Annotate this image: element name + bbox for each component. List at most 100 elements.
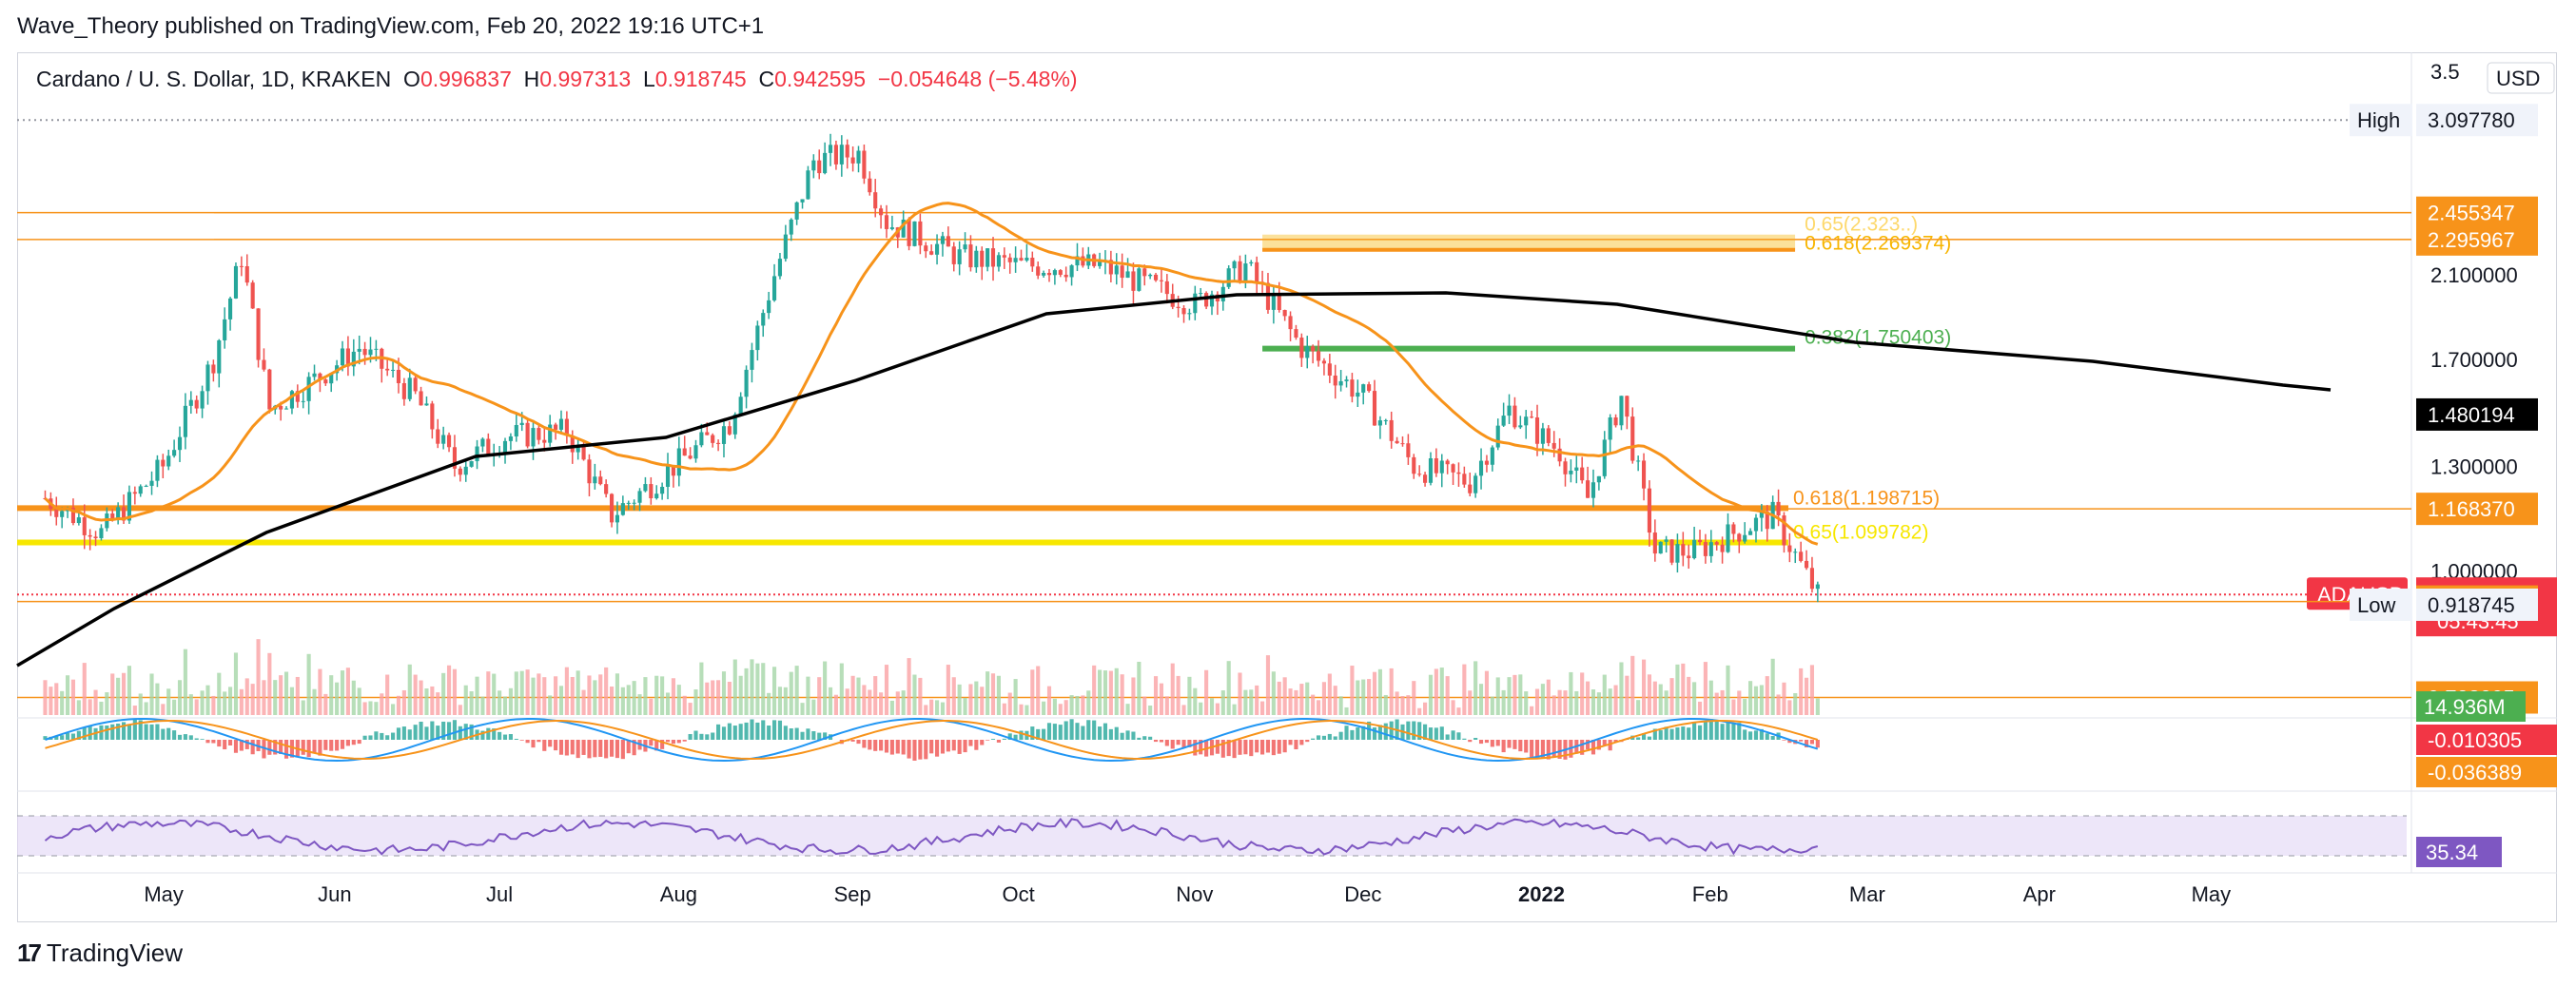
volume-bar — [1586, 681, 1590, 715]
candle-body — [1406, 443, 1411, 457]
volume-bar — [1708, 680, 1713, 715]
macd-histogram-bar — [223, 740, 227, 750]
volume-bar — [850, 675, 855, 715]
macd-histogram-bar — [1551, 740, 1556, 758]
candle-body — [1495, 425, 1500, 448]
chart-frame — [17, 52, 2557, 922]
rsi-axis-label: 35.34 — [2426, 841, 2478, 864]
macd-histogram-bar — [183, 734, 187, 740]
macd-histogram-bar — [1782, 740, 1786, 741]
volume-bar — [1120, 674, 1124, 715]
volume-bar — [1546, 679, 1551, 715]
macd-histogram-bar — [558, 740, 564, 755]
candle-body — [1445, 460, 1450, 465]
volume-bar — [711, 680, 715, 715]
macd-histogram-bar — [340, 740, 345, 749]
macd-histogram-bar — [789, 728, 793, 740]
volume-bar — [548, 695, 553, 715]
fib-level-label: 0.65(1.099782) — [1793, 522, 1928, 544]
candle-body — [1232, 261, 1237, 269]
macd-histogram-bar — [554, 740, 558, 751]
macd-histogram-bar — [918, 740, 923, 760]
candle-body — [1731, 524, 1736, 534]
volume-bar — [1720, 689, 1725, 715]
macd-histogram-bar — [587, 740, 592, 759]
candle-body — [620, 503, 625, 515]
volume-bar — [817, 677, 822, 715]
candle-body — [301, 400, 305, 402]
volume-bar — [1361, 679, 1366, 715]
candle-body — [1338, 380, 1343, 386]
candle-body — [172, 450, 177, 456]
volume-bar — [93, 689, 98, 715]
candle-body — [738, 397, 743, 415]
candle-body — [777, 259, 783, 277]
volume-bar — [1350, 666, 1355, 715]
candle-body — [800, 199, 805, 203]
macd-histogram-bar — [1787, 740, 1792, 744]
volume-bar — [1608, 688, 1612, 715]
macd-histogram-bar — [273, 740, 278, 755]
volume-bar — [542, 677, 547, 715]
volume-bar — [615, 673, 620, 715]
candle-body — [750, 350, 754, 370]
macd-histogram-bar — [732, 726, 737, 740]
volume-bar — [1030, 669, 1035, 715]
volume-bar — [632, 681, 636, 715]
candle-body — [542, 439, 547, 443]
volume-bar — [1445, 676, 1450, 715]
macd-histogram-bar — [1512, 740, 1517, 749]
volume-bar — [1255, 685, 1259, 715]
candle-body — [1030, 258, 1035, 267]
macd-histogram-bar — [357, 740, 361, 745]
volume-bar — [1726, 665, 1730, 715]
macd-histogram-bar — [1417, 722, 1422, 740]
candle-body — [873, 192, 878, 209]
macd-histogram-bar — [1215, 740, 1220, 754]
volume-bar — [1013, 679, 1018, 715]
volume-bar — [233, 652, 239, 715]
candle-body — [1344, 379, 1349, 381]
candle-body — [70, 507, 76, 524]
macd-histogram-bar — [66, 732, 70, 740]
volume-bar — [1052, 698, 1057, 715]
volume-bar — [430, 686, 435, 715]
volume-bar — [901, 690, 906, 715]
macd-histogram-bar — [576, 740, 580, 759]
volume-bar — [833, 694, 838, 715]
candle-body — [761, 313, 766, 326]
candle-body — [1176, 306, 1181, 308]
symbol-name[interactable]: Cardano / U. S. Dollar, 1D, KRAKEN — [36, 67, 392, 91]
high-value: 0.997313 — [539, 67, 632, 91]
macd-histogram-bar — [1052, 724, 1057, 740]
volume-bar — [1367, 679, 1372, 715]
time-axis-tick-label: Oct — [1003, 882, 1035, 906]
macd-histogram-bar — [1199, 740, 1203, 755]
macd-histogram-bar — [239, 740, 244, 751]
macd-axis-box — [2416, 725, 2557, 755]
time-axis-tick-label: Jun — [318, 882, 351, 906]
candle-body — [1636, 460, 1641, 462]
macd-histogram-bar — [1159, 740, 1163, 743]
volume-bar — [486, 671, 491, 715]
macd-histogram-bar — [609, 740, 615, 757]
macd-histogram-bar — [1484, 740, 1490, 744]
candle-body — [250, 282, 255, 309]
candle-body — [1042, 272, 1046, 276]
volume-bar — [862, 685, 867, 715]
volume-bar — [279, 675, 283, 715]
volume-bar — [771, 667, 777, 715]
time-axis-tick-label: May — [144, 882, 184, 906]
candle-body — [1726, 524, 1730, 552]
macd-histogram-bar — [537, 740, 541, 743]
tradingview-logo[interactable]: 17 TradingView — [17, 939, 183, 968]
volume-bar — [637, 694, 642, 715]
candle-body — [1799, 552, 1804, 561]
macd-histogram-bar — [1271, 740, 1276, 756]
volume-bar — [1220, 690, 1225, 715]
macd-histogram-bar — [1142, 736, 1147, 740]
candle-body — [1064, 274, 1068, 278]
candle-body — [862, 150, 867, 179]
volume-bar — [1636, 700, 1641, 715]
